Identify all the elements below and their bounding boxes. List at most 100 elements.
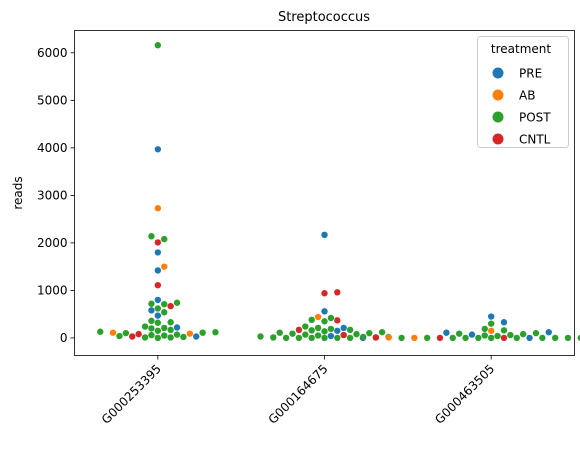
point-ab [411, 334, 418, 342]
point-post [481, 325, 488, 333]
point-pre [321, 308, 328, 315]
point-post [378, 329, 386, 336]
point-cntl [334, 289, 341, 296]
point-post [308, 327, 315, 334]
point-post [122, 329, 130, 337]
point-post [161, 309, 168, 316]
point-post [314, 324, 322, 332]
point-post [308, 316, 315, 324]
point-cntl [321, 290, 328, 297]
point-cntl [154, 239, 162, 246]
point-pre [443, 329, 450, 336]
legend: treatment PRE AB POST CNTL [477, 36, 569, 148]
point-post [270, 334, 277, 341]
point-post [148, 331, 155, 339]
legend-title: treatment [491, 42, 551, 56]
point-post [180, 333, 187, 341]
point-post [321, 334, 328, 342]
y-tick-label: 2000 [37, 236, 68, 250]
point-post [314, 332, 322, 339]
point-post [513, 334, 520, 342]
point-post [302, 323, 309, 330]
legend-marker-pre [492, 67, 504, 79]
point-pre [154, 249, 162, 256]
point-post [308, 334, 315, 342]
y-tick-label: 1000 [37, 283, 68, 297]
point-post [148, 300, 155, 307]
point-post [487, 320, 495, 327]
point-ab [314, 313, 322, 321]
x-tick-label: G000253395 [99, 362, 164, 427]
y-tick-label: 5000 [37, 93, 68, 107]
point-post [500, 327, 508, 334]
chart-title: Streptococcus [278, 10, 370, 25]
point-post [449, 334, 456, 342]
point-post [327, 325, 335, 333]
point-post [148, 325, 155, 332]
point-ab [487, 327, 495, 334]
point-pre [193, 333, 200, 340]
point-post [455, 330, 463, 337]
point-post [257, 333, 264, 340]
y-tick-label: 3000 [37, 188, 68, 202]
point-pre [545, 329, 552, 336]
y-tick-label: 4000 [37, 141, 68, 155]
point-post [154, 334, 162, 342]
point-post [475, 334, 482, 342]
point-post [462, 334, 469, 342]
point-pre [154, 267, 162, 274]
point-post [532, 329, 540, 337]
point-cntl [295, 326, 303, 334]
point-ab [154, 205, 162, 212]
point-post [494, 332, 501, 340]
point-pre [327, 332, 335, 340]
point-ab [186, 330, 194, 337]
point-post [487, 334, 495, 342]
point-post [423, 334, 431, 342]
point-pre [487, 313, 495, 320]
point-post [148, 233, 155, 240]
point-post [346, 326, 354, 334]
point-ab [109, 329, 117, 336]
point-post [212, 329, 219, 336]
point-post [161, 324, 168, 332]
point-post [167, 319, 174, 326]
point-post [398, 334, 405, 342]
point-post [282, 334, 290, 342]
point-cntl [154, 281, 162, 289]
point-pre [148, 307, 155, 314]
point-ab [385, 334, 392, 341]
point-ab [161, 263, 168, 270]
x-tick-label: G000164675 [266, 362, 331, 427]
point-post [173, 331, 181, 338]
point-post [564, 334, 572, 342]
point-post [141, 334, 149, 341]
legend-marker-cntl [492, 133, 504, 145]
point-post [481, 332, 488, 339]
point-cntl [340, 331, 347, 339]
point-post [161, 235, 168, 243]
data-points [97, 42, 580, 342]
legend-label-post: POST [519, 111, 551, 125]
point-post [154, 319, 162, 326]
point-post [154, 42, 162, 49]
point-pre [526, 334, 533, 342]
legend-marker-ab [492, 89, 504, 101]
point-cntl [436, 334, 444, 342]
point-post [276, 329, 283, 336]
plot-frame [74, 30, 575, 356]
x-axis-ticks: G000253395 G000164675 G000463505 [99, 355, 497, 427]
point-post [321, 328, 328, 335]
point-pre [154, 296, 162, 304]
point-post [97, 328, 104, 335]
point-cntl [135, 330, 142, 338]
point-cntl [129, 333, 136, 340]
legend-marker-post [492, 111, 504, 123]
point-post [577, 334, 580, 342]
point-pre [321, 231, 328, 239]
point-cntl [167, 302, 174, 310]
point-post [321, 318, 328, 325]
legend-label-pre: PRE [519, 67, 542, 81]
point-pre [468, 331, 476, 338]
